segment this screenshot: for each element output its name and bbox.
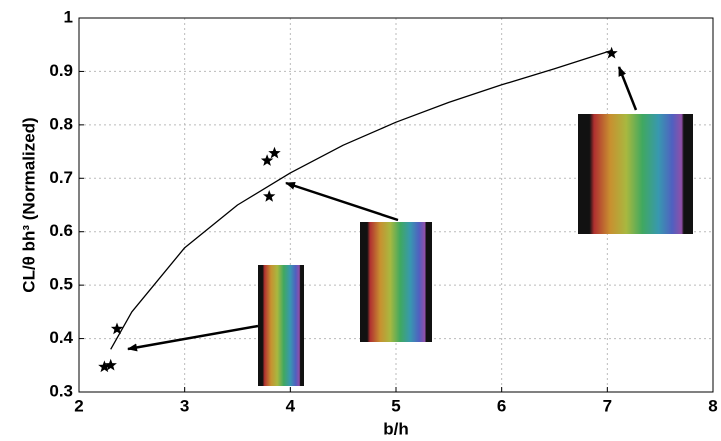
fringe-image [258, 265, 304, 386]
y-tick-label: 1 [64, 7, 73, 26]
marks [98, 47, 618, 372]
x-tick-label: 2 [74, 396, 83, 415]
y-tick-label: 0.7 [49, 168, 73, 187]
x-tick-label: 7 [603, 396, 612, 415]
y-tick-label: 0.8 [49, 114, 73, 133]
x-tick-label: 3 [180, 396, 189, 415]
x-tick-label: 5 [391, 396, 400, 415]
y-tick-label: 0.3 [49, 381, 73, 400]
x-axis-label: b/h [383, 419, 409, 438]
data-point [111, 323, 123, 335]
chart: b/h CL/θ bh³ (Normalized) 2 3 4 5 6 7 8 0.3 0.4 0… [0, 0, 721, 441]
y-tick-label: 0.4 [49, 328, 73, 347]
arrow [619, 67, 636, 110]
y-tick-label: 0.9 [49, 61, 73, 80]
x-tick-label: 6 [497, 396, 506, 415]
arrow [286, 183, 398, 220]
arrow [128, 326, 258, 349]
fringe-image [360, 222, 432, 342]
y-axis-label: CL/θ bh³ (Normalized) [19, 117, 38, 292]
data-point [263, 190, 275, 202]
y-tick-label: 0.6 [49, 221, 73, 240]
fringe-image [578, 114, 693, 234]
y-tick-label: 0.5 [49, 275, 73, 294]
data-point [268, 147, 280, 159]
x-tick-label: 4 [286, 396, 296, 415]
x-tick-label: 8 [708, 396, 717, 415]
insets [128, 67, 693, 386]
